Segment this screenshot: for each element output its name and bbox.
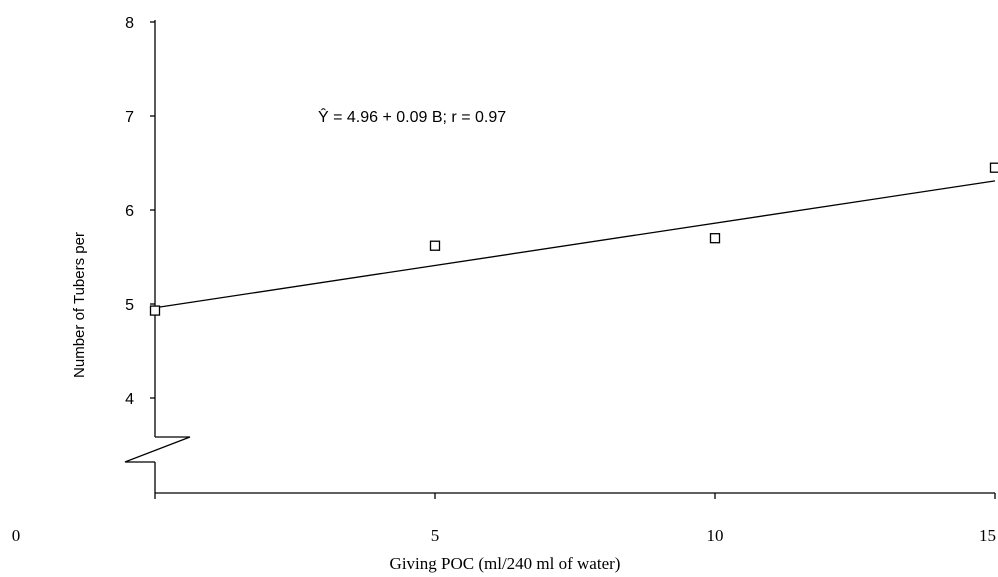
y-tick-label: 7: [125, 109, 134, 126]
data-point: [989, 162, 998, 173]
data-point: [709, 233, 721, 244]
x-ticks: 0 5 10 15: [12, 493, 996, 545]
y-tick-label: 8: [125, 15, 134, 32]
x-tick-label: 10: [707, 526, 724, 545]
axis-break-mark: [124, 436, 191, 463]
x-tick-label: 5: [431, 526, 440, 545]
points-layer: [149, 162, 998, 316]
regression-layer: [154, 180, 996, 309]
data-point: [429, 240, 441, 251]
x-tick-label: 15: [979, 526, 996, 545]
regression-line: [154, 180, 996, 309]
y-axis-label: Number of Tubers per: [71, 232, 88, 378]
x-tick-label: 0: [12, 526, 21, 545]
y-tick-label: 6: [125, 203, 134, 220]
data-point: [149, 305, 161, 316]
y-tick-label: 4: [125, 391, 134, 408]
y-ticks: 4 5 6 7 8: [125, 15, 155, 408]
regression-equation: Ŷ = 4.96 + 0.09 B; r = 0.97: [318, 107, 506, 126]
x-axis-label: Giving POC (ml/240 ml of water): [390, 554, 621, 573]
y-tick-label: 5: [125, 297, 134, 314]
